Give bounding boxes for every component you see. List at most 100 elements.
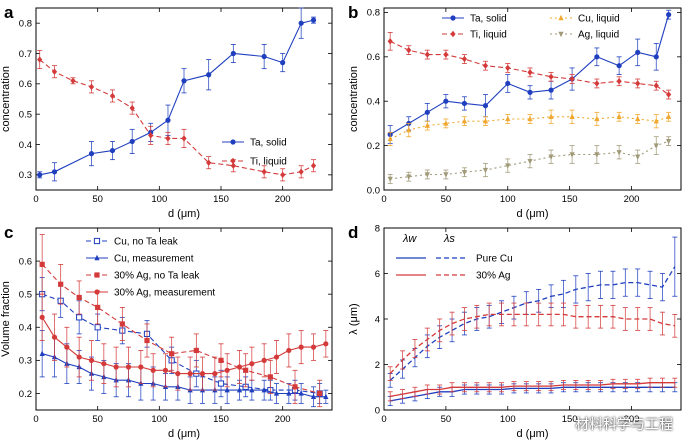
x-tick-label: 150 [213, 414, 229, 425]
x-tick-label: 0 [33, 194, 38, 205]
data-point [218, 357, 224, 363]
data-point [387, 38, 393, 45]
legend-d: λw λs Pure Cu 30% Ag [396, 233, 513, 282]
data-point [505, 163, 511, 169]
x-axis-label: d (μm) [168, 428, 200, 440]
data-point [261, 53, 267, 60]
data-point [148, 132, 154, 139]
y-tick-label: 2 [375, 360, 380, 371]
data-point [199, 371, 206, 377]
data-point [51, 334, 58, 340]
data-point [424, 172, 430, 178]
x-tick-label: 50 [92, 414, 103, 425]
data-point [594, 152, 600, 158]
data-point [569, 75, 575, 83]
data-point [616, 150, 622, 156]
data-point [482, 117, 489, 124]
data-point [443, 51, 449, 58]
data-point [548, 154, 554, 160]
data-point [527, 89, 533, 95]
data-point [267, 374, 273, 380]
data-point [635, 49, 641, 55]
data-point [206, 159, 212, 166]
data-point [298, 390, 304, 396]
data-point [461, 100, 468, 107]
series-a-0 [37, 7, 317, 182]
data-point [292, 384, 298, 390]
data-point [76, 294, 82, 301]
legend-label: Cu, liquid [578, 14, 620, 25]
series-d-2 [387, 377, 678, 402]
y-tick-label: 0.4 [367, 97, 380, 108]
y-axis-label: Volume fraction [0, 281, 12, 357]
legend-label: Cu, no Ta leak [114, 237, 179, 248]
data-point [206, 72, 212, 78]
data-point [666, 91, 672, 98]
legend-label: Ti, liquid [470, 30, 507, 41]
legend-label: Ta, solid [470, 14, 507, 25]
data-point [236, 386, 243, 393]
data-point [37, 172, 43, 178]
watermark-text: 材料科学与工程 [575, 417, 673, 433]
legend-label: 30% Ag, measurement [114, 288, 215, 299]
series-d-3 [387, 302, 678, 381]
plot-frame [35, 7, 333, 191]
y-tick-label: 0.3 [19, 170, 32, 181]
y-tick-label: 0.7 [19, 49, 32, 60]
y-tick-label: 0.0 [367, 185, 380, 196]
series-line [42, 353, 326, 398]
y-tick-label: 0.8 [19, 18, 32, 29]
data-point [273, 354, 280, 360]
data-point [424, 51, 430, 58]
series-line [389, 313, 675, 375]
y-tick-label: 0.4 [19, 140, 32, 151]
data-point [88, 83, 95, 91]
data-point [527, 158, 533, 165]
data-point [165, 135, 171, 142]
data-point [406, 46, 412, 54]
x-tick-label: 100 [500, 194, 516, 205]
legend-swatch-marker [230, 157, 236, 165]
x-tick-label: 100 [151, 194, 167, 205]
data-point [51, 68, 58, 75]
data-point [243, 367, 249, 373]
y-tick-label: 0.6 [19, 79, 32, 90]
data-point [548, 113, 554, 119]
data-point [443, 120, 449, 126]
data-point [482, 103, 489, 109]
x-tick-label: 50 [92, 194, 103, 205]
data-point [653, 54, 659, 60]
y-tick-label: 0.5 [19, 289, 32, 300]
legend-swatch-marker [450, 15, 456, 21]
series-b-1 [387, 32, 672, 100]
plot-frame [383, 7, 682, 191]
x-tick-label: 150 [562, 194, 578, 205]
data-point [39, 261, 45, 267]
x-tick-label: 200 [275, 194, 291, 205]
data-point [58, 281, 64, 287]
legend-swatch-marker [94, 289, 100, 295]
legend-label: Ta, solid [250, 138, 287, 149]
panel-letter: d [348, 223, 358, 242]
data-point [616, 113, 622, 119]
data-point [443, 172, 449, 178]
legend-column-header: λs [443, 233, 455, 245]
panel-letter: c [4, 223, 13, 242]
data-point [424, 122, 430, 128]
data-point [298, 20, 304, 26]
data-point [236, 364, 243, 370]
data-point [310, 17, 317, 23]
data-point [144, 337, 150, 344]
x-tick-label: 200 [275, 414, 291, 425]
legend-swatch-marker [93, 237, 101, 245]
data-point [482, 62, 489, 69]
data-point [193, 347, 199, 354]
series-line [42, 293, 320, 395]
data-point [165, 117, 171, 123]
legend-label: Cu, measurement [114, 254, 194, 265]
data-point [224, 367, 230, 373]
series-c-2 [39, 234, 323, 408]
y-tick-label: 0.6 [19, 256, 32, 267]
x-axis-label: d (μm) [516, 208, 548, 220]
panel-a: a 0 50 100 150 200 0.3 0.4 0.5 0.6 0.7 0.8 d (μm) con… [0, 3, 333, 220]
